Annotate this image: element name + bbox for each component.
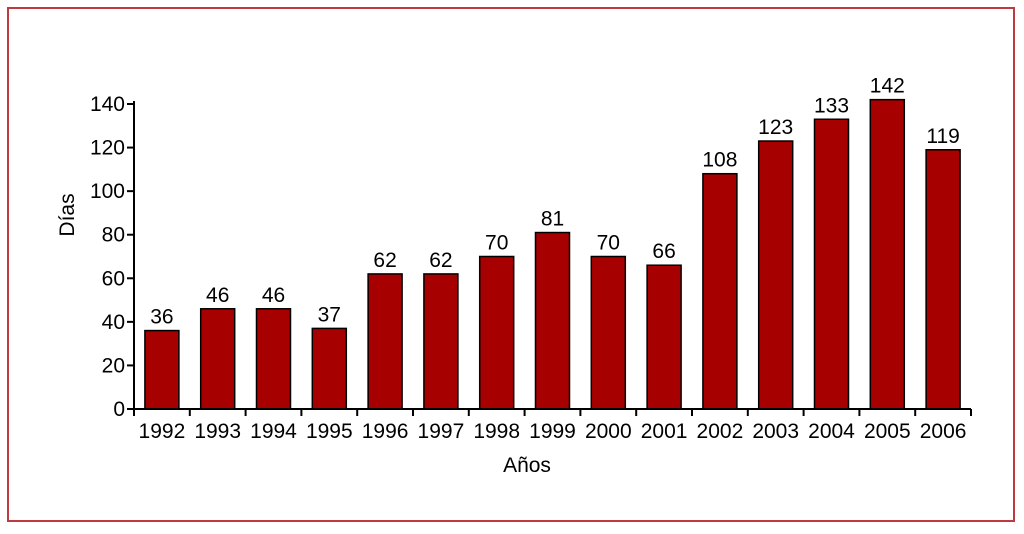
y-axis-title: Días (56, 193, 79, 236)
data-label: 119 (926, 125, 959, 148)
y-tick-label: 40 (102, 311, 125, 334)
y-tick-label: 120 (90, 137, 125, 160)
axes-group: 1992 1993 1994 1995 1996 1997 1998 1999 2000 2001… (90, 93, 972, 443)
bar (255, 308, 292, 410)
bar (367, 273, 403, 410)
y-tick-label: 140 (90, 93, 125, 116)
x-tick-label: 1993 (194, 420, 241, 443)
x-tick-label: 1997 (418, 420, 465, 443)
data-label: 62 (429, 249, 452, 272)
x-axis-title: Años (503, 454, 551, 477)
bar (590, 255, 627, 410)
data-label: 70 (485, 232, 508, 255)
x-tick-label: 1992 (139, 420, 186, 443)
chart-frame (7, 7, 1015, 522)
data-label: 81 (541, 208, 564, 231)
bar (925, 149, 961, 410)
data-label: 108 (702, 149, 737, 172)
y-tick-label: 80 (102, 224, 125, 247)
x-tick-label: 2003 (752, 420, 799, 443)
bar (478, 255, 515, 410)
bar (311, 327, 348, 410)
data-label: 133 (814, 94, 849, 117)
y-tick-label: 0 (113, 398, 125, 421)
bar (869, 98, 906, 410)
bar (199, 308, 236, 410)
data-label: 142 (870, 75, 905, 98)
bar (144, 329, 180, 410)
data-label: 123 (758, 116, 793, 139)
y-tick-label: 20 (102, 354, 125, 377)
x-tick-label: 2002 (697, 420, 744, 443)
bar (646, 264, 682, 410)
bar (813, 118, 850, 410)
data-label: 70 (597, 232, 620, 255)
bars-group: 36 46 46 37 62 62 70 81 70 66 108 123 133 142 119 (144, 75, 961, 410)
bar (534, 231, 571, 410)
x-tick-label: 1996 (362, 420, 409, 443)
x-tick-label: 2004 (808, 420, 855, 443)
x-tick-label: 2000 (585, 420, 632, 443)
data-label: 62 (373, 249, 396, 272)
data-label: 66 (652, 240, 675, 263)
bar (702, 172, 738, 410)
x-tick-label: 1999 (529, 420, 576, 443)
x-tick-label: 2005 (864, 420, 911, 443)
x-tick-label: 1998 (473, 420, 520, 443)
x-tick-label: 1994 (250, 420, 297, 443)
data-label: 36 (150, 306, 173, 329)
y-tick-label: 100 (90, 180, 125, 203)
x-tick-label: 2006 (920, 420, 967, 443)
data-label: 37 (318, 303, 341, 326)
data-label: 46 (262, 284, 285, 307)
x-tick-label: 1995 (306, 420, 353, 443)
x-tick-label: 2001 (641, 420, 688, 443)
y-tick-label: 60 (102, 267, 125, 290)
bar (757, 140, 794, 410)
bar (423, 273, 459, 410)
data-label: 46 (206, 284, 229, 307)
